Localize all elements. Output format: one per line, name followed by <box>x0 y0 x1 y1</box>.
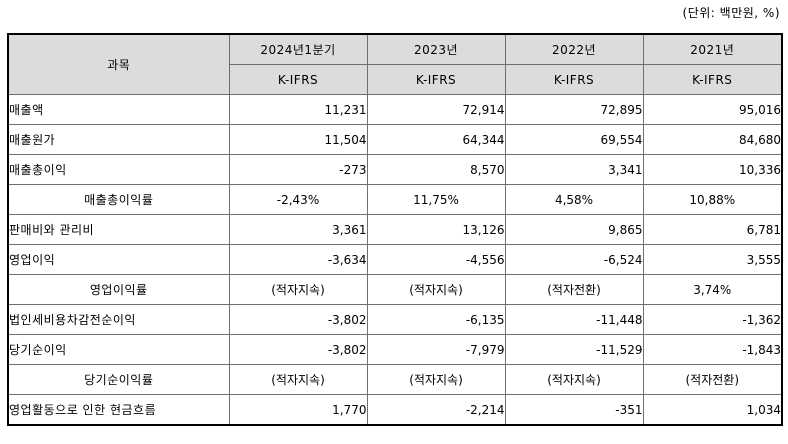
period-header-2021: 2021년 <box>642 33 783 65</box>
row-label: 당기순이익 <box>7 334 230 365</box>
cell-value: -2,43% <box>228 184 368 215</box>
cell-value: 1,034 <box>642 394 783 426</box>
table-row-operating-margin: 영업이익률 (적자지속) (적자지속) (적자전환) 3,74% <box>7 274 783 305</box>
cell-value: -3,802 <box>228 304 368 335</box>
standard-header: K-IFRS <box>366 64 506 95</box>
cell-value: -3,802 <box>228 334 368 365</box>
cell-value: (적자지속) <box>228 274 368 305</box>
cell-value: 69,554 <box>504 124 644 155</box>
table-row-cost-of-sales: 매출원가 11,504 64,344 69,554 84,680 <box>7 124 783 155</box>
table-row-operating-profit: 영업이익 -3,634 -4,556 -6,524 3,555 <box>7 244 783 275</box>
table-row-pretax-income: 법인세비용차감전순이익 -3,802 -6,135 -11,448 -1,362 <box>7 304 783 335</box>
cell-value: 13,126 <box>366 214 506 245</box>
cell-value: (적자전환) <box>642 364 783 395</box>
financial-results-table: 과목 2024년1분기 2023년 2022년 2021년 K-IFRS K-I… <box>7 33 783 426</box>
cell-value: (적자지속) <box>366 364 506 395</box>
table-row-operating-cash-flow: 영업활동으로 인한 현금흐름 1,770 -2,214 -351 1,034 <box>7 394 783 426</box>
table-row-sga: 판매비와 관리비 3,361 13,126 9,865 6,781 <box>7 214 783 245</box>
cell-value: -7,979 <box>366 334 506 365</box>
cell-value: 6,781 <box>642 214 783 245</box>
row-label: 법인세비용차감전순이익 <box>7 304 230 335</box>
row-label: 매출총이익 <box>7 154 230 185</box>
row-label: 당기순이익률 <box>7 364 230 395</box>
table-row-net-margin: 당기순이익률 (적자지속) (적자지속) (적자지속) (적자전환) <box>7 364 783 395</box>
cell-value: (적자전환) <box>504 274 644 305</box>
cell-value: (적자지속) <box>228 364 368 395</box>
cell-value: 11,231 <box>228 94 368 125</box>
cell-value: 84,680 <box>642 124 783 155</box>
cell-value: -273 <box>228 154 368 185</box>
cell-value: -11,448 <box>504 304 644 335</box>
cell-value: 1,770 <box>228 394 368 426</box>
cell-value: 95,016 <box>642 94 783 125</box>
header-row-standard: K-IFRS K-IFRS K-IFRS K-IFRS <box>8 64 783 95</box>
row-label: 매출총이익률 <box>7 184 230 215</box>
cell-value: 72,895 <box>504 94 644 125</box>
row-label: 영업이익률 <box>7 274 230 305</box>
cell-value: 11,75% <box>366 184 506 215</box>
cell-value: -3,634 <box>228 244 368 275</box>
cell-value: 72,914 <box>366 94 506 125</box>
cell-value: -1,362 <box>642 304 783 335</box>
cell-value: 64,344 <box>366 124 506 155</box>
table-row-gross-profit: 매출총이익 -273 8,570 3,341 10,336 <box>7 154 783 185</box>
cell-value: -1,843 <box>642 334 783 365</box>
header-row-period: 과목 2024년1분기 2023년 2022년 2021년 <box>7 33 783 95</box>
cell-value: 8,570 <box>366 154 506 185</box>
table-row-net-income: 당기순이익 -3,802 -7,979 -11,529 -1,843 <box>7 334 783 365</box>
standard-header: K-IFRS <box>504 64 644 95</box>
cell-value: 3,361 <box>228 214 368 245</box>
item-column-header: 과목 <box>7 33 230 95</box>
table-row-gross-margin: 매출총이익률 -2,43% 11,75% 4,58% 10,88% <box>7 184 783 215</box>
cell-value: -4,556 <box>366 244 506 275</box>
period-header-2022: 2022년 <box>504 33 644 65</box>
cell-value: -351 <box>504 394 644 426</box>
cell-value: (적자지속) <box>366 274 506 305</box>
cell-value: 11,504 <box>228 124 368 155</box>
table-row-revenue: 매출액 11,231 72,914 72,895 95,016 <box>7 94 783 125</box>
standard-header: K-IFRS <box>642 64 783 95</box>
period-header-2024q1: 2024년1분기 <box>228 33 368 65</box>
cell-value: 4,58% <box>504 184 644 215</box>
cell-value: 3,341 <box>504 154 644 185</box>
row-label: 영업이익 <box>7 244 230 275</box>
period-header-2023: 2023년 <box>366 33 506 65</box>
row-label: 매출액 <box>7 94 230 125</box>
cell-value: -11,529 <box>504 334 644 365</box>
cell-value: (적자지속) <box>504 364 644 395</box>
row-label: 영업활동으로 인한 현금흐름 <box>7 394 230 426</box>
cell-value: 10,336 <box>642 154 783 185</box>
row-label: 판매비와 관리비 <box>7 214 230 245</box>
unit-label: (단위: 백만원, %) <box>682 6 780 20</box>
cell-value: 10,88% <box>642 184 783 215</box>
cell-value: 9,865 <box>504 214 644 245</box>
standard-header: K-IFRS <box>228 64 368 95</box>
cell-value: 3,555 <box>642 244 783 275</box>
cell-value: -6,135 <box>366 304 506 335</box>
row-label: 매출원가 <box>7 124 230 155</box>
cell-value: -6,524 <box>504 244 644 275</box>
cell-value: 3,74% <box>642 274 783 305</box>
cell-value: -2,214 <box>366 394 506 426</box>
